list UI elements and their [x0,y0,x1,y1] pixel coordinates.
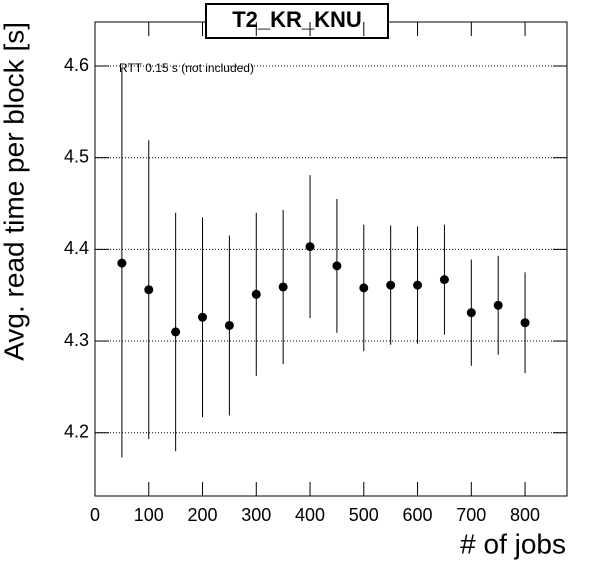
point [198,312,208,322]
point [305,242,315,252]
point [493,300,503,310]
point [520,318,530,328]
x-tick-label: 700 [456,505,486,525]
y-tick-label: 4.4 [64,238,89,258]
point [413,280,423,290]
x-tick-label: 500 [349,505,379,525]
y-axis-label: Avg. read time per block [s] [0,22,29,361]
x-tick-label: 200 [187,505,217,525]
x-tick-label: 300 [241,505,271,525]
point [359,283,369,293]
chart-title: T2_KR_KNU [232,7,362,32]
point [466,308,476,318]
x-axis-label: # of jobs [460,528,566,559]
y-tick-label: 4.5 [64,146,89,166]
annotation: RTT 0.15 s (not included) [119,61,254,75]
x-tick-label: 400 [295,505,325,525]
point [224,320,234,330]
point [332,261,342,271]
y-tick-label: 4.6 [64,55,89,75]
point [439,275,449,285]
x-tick-label: 0 [90,505,100,525]
x-tick-label: 600 [403,505,433,525]
point [117,258,127,268]
x-tick-label: 800 [510,505,540,525]
point [144,285,154,295]
y-tick-label: 4.3 [64,330,89,350]
title-box [205,3,389,39]
point [171,327,181,337]
point [278,282,288,292]
y-tick-label: 4.2 [64,421,89,441]
point [386,280,396,290]
x-tick-label: 100 [134,505,164,525]
point [251,289,261,299]
